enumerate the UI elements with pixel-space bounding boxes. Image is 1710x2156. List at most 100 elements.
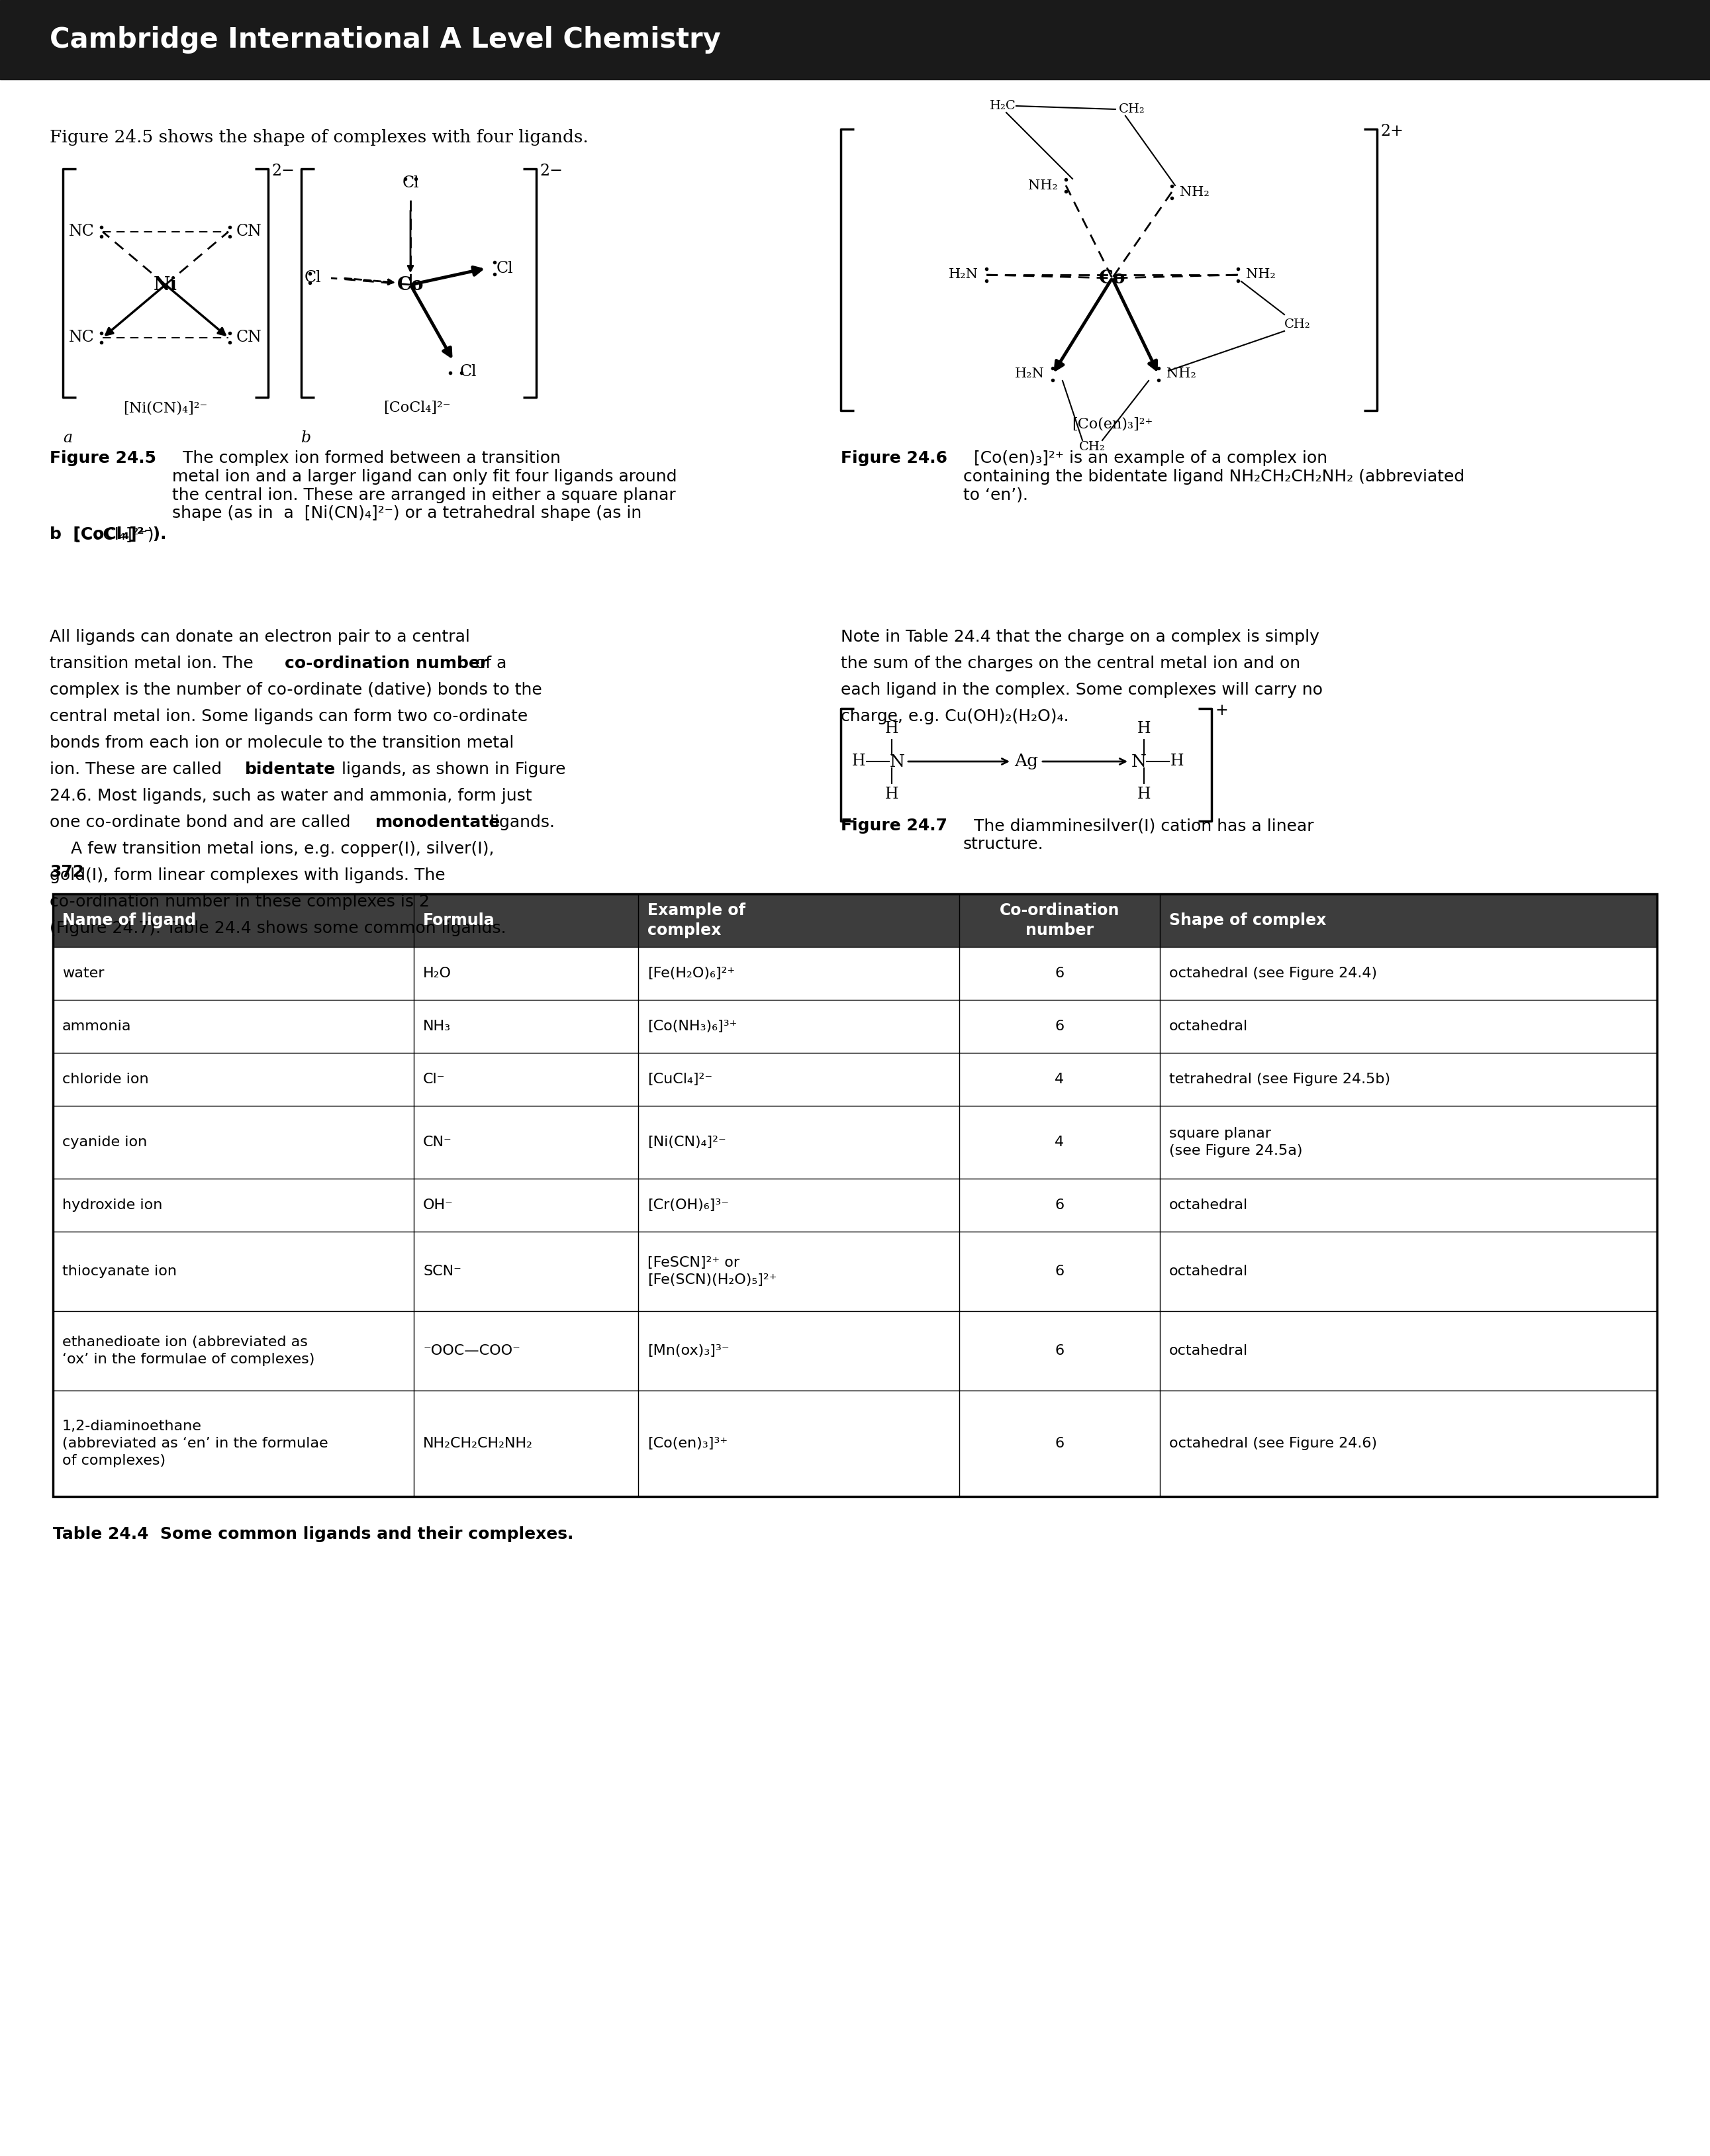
- Text: (Figure 24.7). Table 24.4 shows some common ligands.: (Figure 24.7). Table 24.4 shows some com…: [50, 921, 506, 936]
- Text: [Mn(ox)₃]³⁻: [Mn(ox)₃]³⁻: [648, 1343, 730, 1358]
- Text: [Ni(CN)₄]²⁻: [Ni(CN)₄]²⁻: [123, 401, 207, 416]
- Text: one co-ordinate bond and are called: one co-ordinate bond and are called: [50, 815, 356, 830]
- Text: The diamminesilver(I) cation has a linear
structure.: The diamminesilver(I) cation has a linea…: [963, 817, 1313, 852]
- Text: bonds from each ion or molecule to the transition metal: bonds from each ion or molecule to the t…: [50, 735, 515, 750]
- Text: 4: 4: [1055, 1136, 1064, 1149]
- Text: cyanide ion: cyanide ion: [62, 1136, 147, 1149]
- Text: CH₂: CH₂: [1118, 103, 1146, 114]
- Text: NC: NC: [68, 330, 94, 345]
- Bar: [53, 1311, 1657, 1391]
- Text: [CoCl₄]²⁻).: [CoCl₄]²⁻).: [70, 526, 159, 543]
- Text: ligands.: ligands.: [484, 815, 554, 830]
- Text: [FeSCN]²⁺ or
[Fe(SCN)(H₂O)₅]²⁺: [FeSCN]²⁺ or [Fe(SCN)(H₂O)₅]²⁺: [648, 1257, 776, 1287]
- Text: octahedral (see Figure 24.4): octahedral (see Figure 24.4): [1170, 966, 1377, 981]
- Text: H₂N: H₂N: [949, 270, 978, 280]
- Text: tetrahedral (see Figure 24.5b): tetrahedral (see Figure 24.5b): [1170, 1074, 1390, 1087]
- Text: monodentate: monodentate: [376, 815, 501, 830]
- Text: b  [CoCl₄]²⁻).: b [CoCl₄]²⁻).: [50, 526, 166, 543]
- Text: [Co(en)₃]²⁺: [Co(en)₃]²⁺: [1072, 416, 1153, 431]
- Bar: [53, 1231, 1657, 1311]
- Text: Cl: Cl: [496, 261, 513, 276]
- Bar: [53, 1052, 1657, 1106]
- Text: H: H: [1170, 755, 1183, 770]
- Text: each ligand in the complex. Some complexes will carry no: each ligand in the complex. Some complex…: [841, 681, 1324, 699]
- Text: NH₂: NH₂: [1247, 270, 1276, 280]
- Text: N: N: [1130, 752, 1146, 770]
- Text: octahedral: octahedral: [1170, 1266, 1248, 1279]
- Text: Co: Co: [1100, 270, 1125, 287]
- Text: Example of
complex: Example of complex: [648, 903, 746, 938]
- Text: H: H: [1137, 720, 1151, 737]
- Text: 2−: 2−: [272, 164, 294, 179]
- Bar: [53, 1106, 1657, 1179]
- Text: b: b: [301, 431, 311, 446]
- Text: NH₃: NH₃: [422, 1020, 451, 1033]
- Text: NH₂CH₂CH₂NH₂: NH₂CH₂CH₂NH₂: [422, 1436, 534, 1451]
- Text: co-ordination number: co-ordination number: [284, 655, 487, 671]
- Text: bidentate: bidentate: [245, 761, 335, 778]
- Text: Co: Co: [397, 276, 424, 293]
- Text: H₂N: H₂N: [1016, 369, 1045, 379]
- Text: [Cr(OH)₆]³⁻: [Cr(OH)₆]³⁻: [648, 1199, 728, 1212]
- Text: Cl: Cl: [402, 175, 419, 190]
- Text: H: H: [852, 755, 865, 770]
- Text: SCN⁻: SCN⁻: [422, 1266, 462, 1279]
- Text: the sum of the charges on the central metal ion and on: the sum of the charges on the central me…: [841, 655, 1300, 671]
- Text: [CuCl₄]²⁻: [CuCl₄]²⁻: [648, 1074, 713, 1087]
- Text: [Co(en)₃]²⁺ is an example of a complex ion
containing the bidentate ligand NH₂CH: [Co(en)₃]²⁺ is an example of a complex i…: [963, 451, 1464, 502]
- Text: CH₂: CH₂: [1079, 442, 1105, 453]
- Text: Figure 24.6: Figure 24.6: [841, 451, 947, 466]
- Text: 372: 372: [50, 865, 84, 880]
- Text: 2−: 2−: [540, 164, 563, 179]
- Text: [Ni(CN)₄]²⁻: [Ni(CN)₄]²⁻: [648, 1136, 727, 1149]
- Text: ion. These are called: ion. These are called: [50, 761, 227, 778]
- Text: H₂C: H₂C: [990, 99, 1016, 112]
- Text: transition metal ion. The: transition metal ion. The: [50, 655, 258, 671]
- Text: H: H: [1137, 787, 1151, 802]
- Text: [Co(NH₃)₆]³⁺: [Co(NH₃)₆]³⁺: [648, 1020, 737, 1033]
- Bar: [53, 1000, 1657, 1052]
- Text: N: N: [889, 752, 905, 770]
- Text: 24.6. Most ligands, such as water and ammonia, form just: 24.6. Most ligands, such as water and am…: [50, 787, 532, 804]
- Text: a: a: [63, 431, 72, 446]
- Text: Ag: Ag: [1014, 752, 1038, 770]
- Text: hydroxide ion: hydroxide ion: [62, 1199, 162, 1212]
- Text: ethanedioate ion (abbreviated as
‘ox’ in the formulae of complexes): ethanedioate ion (abbreviated as ‘ox’ in…: [62, 1335, 315, 1367]
- Text: complex is the number of co-ordinate (dative) bonds to the: complex is the number of co-ordinate (da…: [50, 681, 542, 699]
- Text: 6: 6: [1055, 966, 1064, 981]
- Bar: [53, 1179, 1657, 1231]
- Text: OH⁻: OH⁻: [422, 1199, 453, 1212]
- Text: H: H: [886, 787, 898, 802]
- Text: H: H: [886, 720, 898, 737]
- Text: H₂O: H₂O: [422, 966, 451, 981]
- Text: Cl: Cl: [304, 270, 321, 287]
- Text: 6: 6: [1055, 1020, 1064, 1033]
- Text: Cl: Cl: [460, 364, 477, 379]
- Bar: [53, 895, 1657, 946]
- Text: ligands, as shown in Figure: ligands, as shown in Figure: [337, 761, 566, 778]
- Text: Cl⁻: Cl⁻: [422, 1074, 445, 1087]
- Text: The complex ion formed between a transition
metal ion and a larger ligand can on: The complex ion formed between a transit…: [173, 451, 677, 522]
- Text: gold(I), form linear complexes with ligands. The: gold(I), form linear complexes with liga…: [50, 867, 445, 884]
- Text: co-ordination number in these complexes is 2: co-ordination number in these complexes …: [50, 895, 429, 910]
- Text: 1,2-diaminoethane
(abbreviated as ‘en’ in the formulae
of complexes): 1,2-diaminoethane (abbreviated as ‘en’ i…: [62, 1419, 328, 1468]
- Text: 6: 6: [1055, 1436, 1064, 1451]
- Text: NH₂: NH₂: [1166, 369, 1197, 379]
- Text: octahedral: octahedral: [1170, 1199, 1248, 1212]
- Text: Cambridge International A Level Chemistry: Cambridge International A Level Chemistr…: [50, 26, 722, 54]
- Text: ⁻OOC—COO⁻: ⁻OOC—COO⁻: [422, 1343, 520, 1358]
- Bar: [53, 895, 1657, 1496]
- Text: Figure 24.7: Figure 24.7: [841, 817, 947, 834]
- Text: Name of ligand: Name of ligand: [62, 912, 197, 929]
- Text: ammonia: ammonia: [62, 1020, 132, 1033]
- Text: A few transition metal ions, e.g. copper(I), silver(I),: A few transition metal ions, e.g. copper…: [50, 841, 494, 856]
- Text: [CoCl₄]²⁻: [CoCl₄]²⁻: [383, 401, 451, 416]
- Text: [Co(en)₃]³⁺: [Co(en)₃]³⁺: [648, 1436, 728, 1451]
- Text: Figure 24.5 shows the shape of complexes with four ligands.: Figure 24.5 shows the shape of complexes…: [50, 129, 588, 147]
- Text: Figure 24.5: Figure 24.5: [50, 451, 156, 466]
- Text: CN: CN: [236, 224, 262, 239]
- Text: All ligands can donate an electron pair to a central: All ligands can donate an electron pair …: [50, 630, 470, 645]
- Text: charge, e.g. Cu(OH)₂(H₂O)₄.: charge, e.g. Cu(OH)₂(H₂O)₄.: [841, 709, 1069, 724]
- Text: +: +: [1214, 703, 1228, 718]
- Text: 6: 6: [1055, 1343, 1064, 1358]
